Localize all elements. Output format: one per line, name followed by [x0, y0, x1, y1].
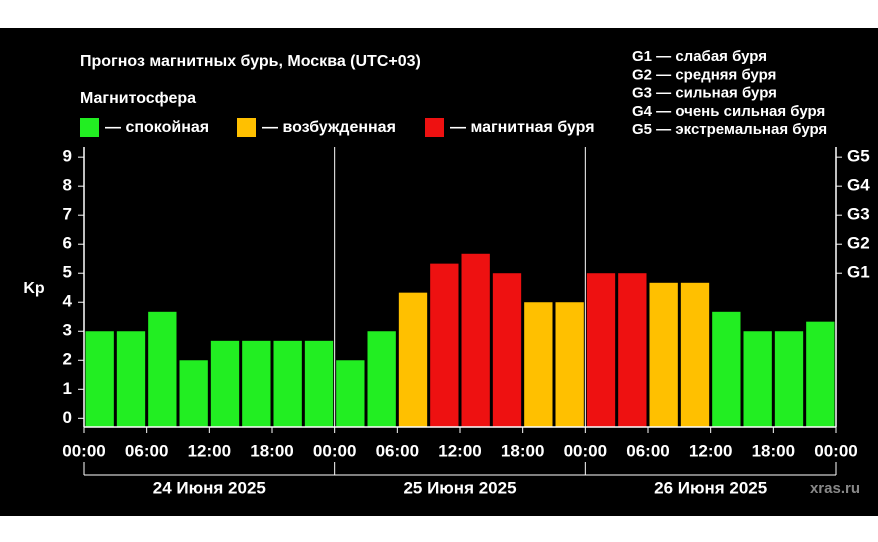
bar	[304, 340, 334, 427]
x-tick-label: 12:00	[188, 441, 231, 460]
chart-title: Прогноз магнитных бурь, Москва (UTC+03)	[80, 53, 421, 70]
bar	[273, 340, 302, 427]
x-tick-label: 18:00	[501, 441, 544, 460]
legend-label: — возбужденная	[262, 119, 396, 136]
bar	[461, 253, 490, 427]
x-tick-label: 06:00	[376, 441, 419, 460]
x-tick-label: 06:00	[125, 441, 168, 460]
bar	[398, 292, 428, 427]
y2-tick-label: G3	[847, 205, 870, 224]
y-tick-label: 2	[63, 350, 72, 369]
x-tick-label: 00:00	[62, 441, 105, 460]
day-label: 24 Июня 2025	[153, 478, 266, 497]
y-tick-label: 7	[63, 205, 72, 224]
bar	[555, 302, 584, 427]
storm-legend-label: G1 — слабая буря	[632, 48, 767, 65]
y-axis-label: Kp	[23, 280, 45, 297]
x-tick-label: 00:00	[814, 441, 857, 460]
storm-legend-label: G4 — очень сильная буря	[632, 103, 825, 120]
bar	[712, 311, 741, 427]
y-tick-label: 6	[63, 234, 72, 253]
bar	[336, 360, 365, 427]
bar	[649, 282, 678, 427]
bar	[179, 360, 208, 427]
x-tick-label: 18:00	[250, 441, 293, 460]
y2-tick-label: G4	[847, 176, 870, 195]
y-tick-label: 3	[63, 321, 72, 340]
bar	[680, 282, 710, 427]
y2-tick-label: G5	[847, 147, 870, 166]
y-tick-label: 4	[63, 292, 73, 311]
bar	[586, 273, 616, 427]
y-tick-label: 0	[63, 408, 72, 427]
day-label: 25 Июня 2025	[403, 478, 516, 497]
bar	[774, 331, 804, 427]
y-tick-label: 5	[63, 263, 72, 282]
storm-legend-label: G3 — сильная буря	[632, 85, 777, 102]
x-tick-label: 00:00	[313, 441, 356, 460]
storm-legend-label: G5 — экстремальная буря	[632, 121, 827, 138]
legend-swatch	[237, 118, 256, 137]
x-tick-label: 18:00	[752, 441, 795, 460]
watermark: xras.ru	[810, 480, 860, 497]
y-tick-label: 8	[63, 176, 72, 195]
storm-legend-label: G2 — средняя буря	[632, 66, 776, 83]
bar	[806, 321, 835, 427]
legend-swatch	[425, 118, 444, 137]
legend-label: — магнитная буря	[450, 119, 595, 136]
bar	[430, 263, 459, 427]
legend-swatch	[80, 118, 99, 137]
bar	[148, 311, 177, 427]
bar	[242, 340, 271, 427]
x-tick-label: 06:00	[626, 441, 669, 460]
bar	[524, 302, 553, 427]
legend-label: — спокойная	[105, 119, 209, 136]
x-tick-label: 12:00	[438, 441, 481, 460]
y-tick-label: 9	[63, 147, 72, 166]
bar	[85, 331, 114, 427]
y2-tick-label: G1	[847, 263, 870, 282]
y2-tick-label: G2	[847, 234, 870, 253]
day-label: 26 Июня 2025	[654, 478, 767, 497]
bar	[367, 331, 396, 427]
bar	[618, 273, 647, 427]
bar	[210, 340, 240, 427]
legend-title: Магнитосфера	[80, 90, 196, 107]
bar	[492, 273, 522, 427]
y-tick-label: 1	[63, 379, 72, 398]
bar	[116, 331, 146, 427]
bar	[743, 331, 772, 427]
x-tick-label: 00:00	[564, 441, 607, 460]
x-tick-label: 12:00	[689, 441, 732, 460]
